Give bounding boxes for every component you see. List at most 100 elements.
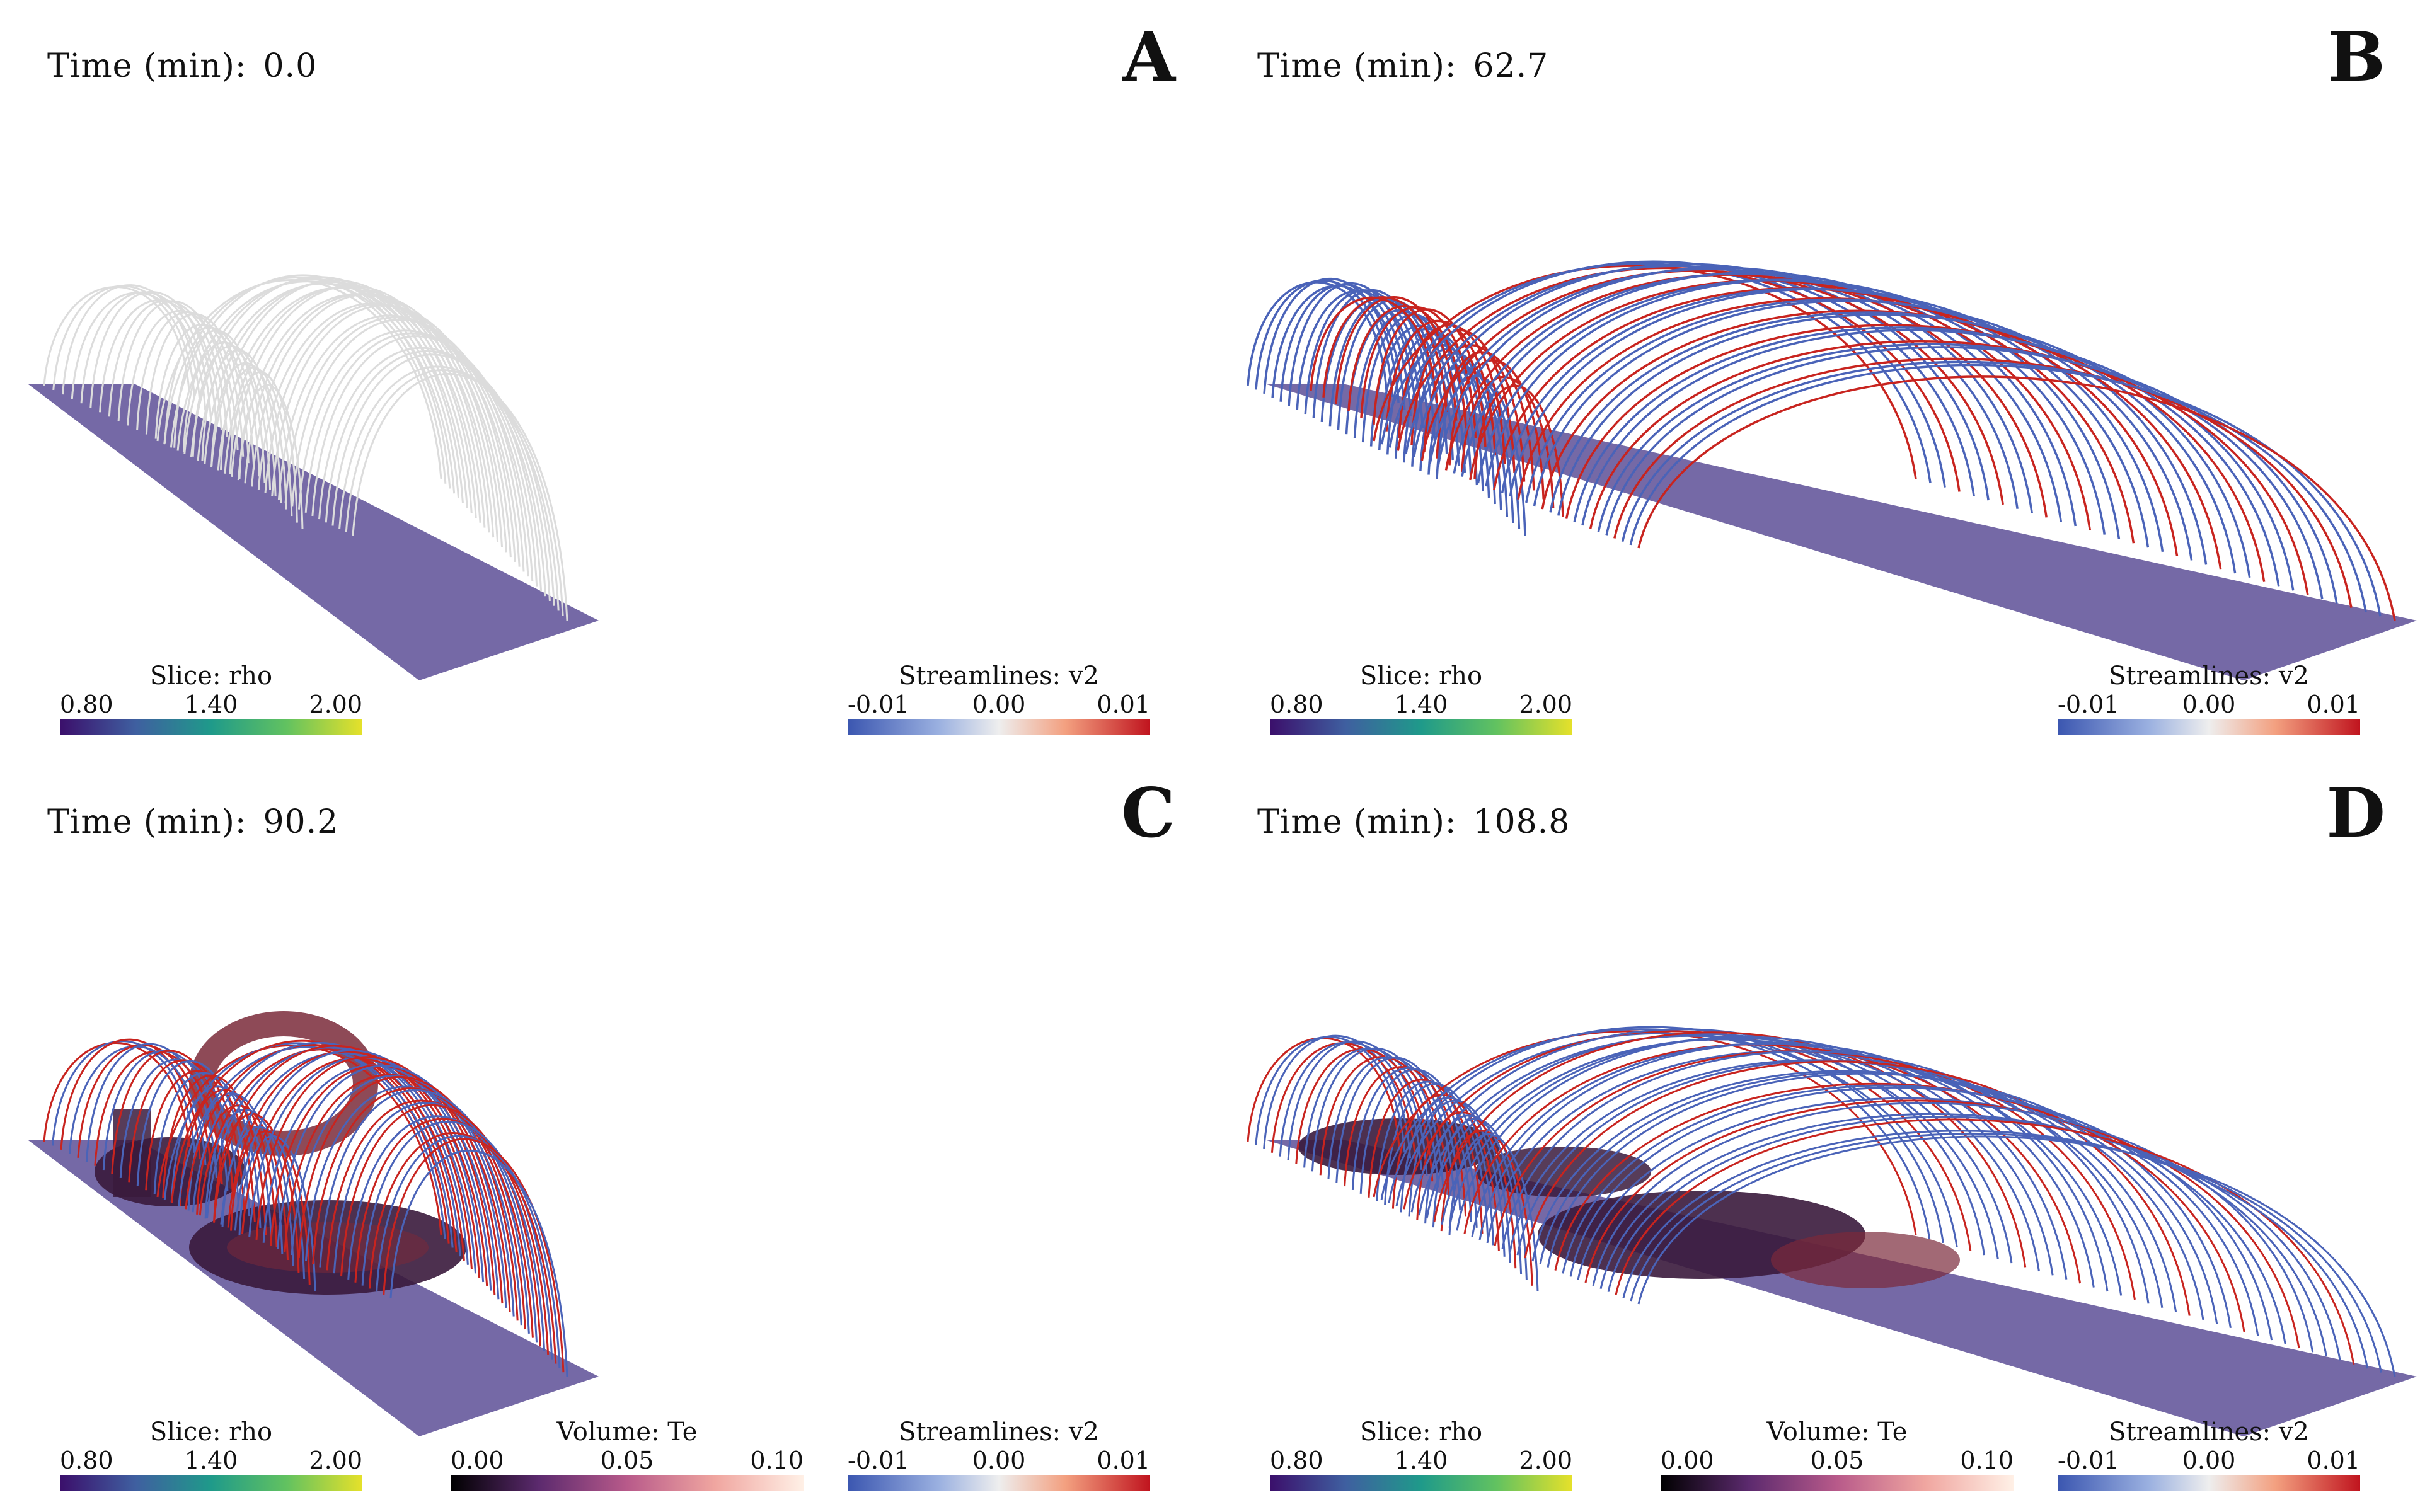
panel-letter: B xyxy=(2327,18,2385,97)
field-line xyxy=(1637,375,2396,621)
field-line xyxy=(325,350,551,602)
field-line xyxy=(352,373,568,621)
tick-max: 2.00 xyxy=(1519,1446,1572,1474)
field-line xyxy=(1539,1071,2218,1324)
field-line xyxy=(1418,1034,1999,1259)
slice-plane xyxy=(1267,1140,2417,1436)
field-line xyxy=(1373,308,1487,447)
colorbar-title: Streamlines: v2 xyxy=(2109,1418,2309,1446)
panel-a: Time (min): 0.0 A Slice: rho 0.80 1.40 2.00… xyxy=(0,0,1210,756)
slice-plane xyxy=(1267,384,2417,680)
colorbar-streamlines: Streamlines: v2 -0.01 0.00 0.01 xyxy=(2058,662,2360,735)
field-line xyxy=(368,1132,557,1364)
field-line xyxy=(1386,331,1490,498)
field-line xyxy=(1615,1118,2355,1365)
field-line xyxy=(1359,1068,1478,1228)
field-line xyxy=(164,326,260,477)
tick-mid: 0.00 xyxy=(972,690,1026,718)
field-line xyxy=(1388,1026,1944,1244)
field-line xyxy=(187,1092,284,1254)
colorbar-title: Slice: rho xyxy=(1359,662,1483,690)
field-line xyxy=(271,304,516,562)
tick-max: 0.10 xyxy=(1960,1446,2014,1474)
colorbar-slice: Slice: rho 0.80 1.40 2.00 xyxy=(1270,662,1572,735)
field-line xyxy=(1473,384,1564,517)
colorbar-gradient xyxy=(848,719,1150,735)
field-line xyxy=(333,1102,538,1343)
field-line xyxy=(318,346,547,597)
field-line xyxy=(1501,1050,2150,1304)
field-lines xyxy=(43,1038,568,1377)
field-line xyxy=(1448,1037,2054,1276)
field-line xyxy=(1549,311,2237,574)
field-line xyxy=(224,285,486,528)
field-line xyxy=(190,276,464,503)
tick-min: 0.00 xyxy=(1661,1446,1714,1474)
tick-max: 0.10 xyxy=(750,1446,804,1474)
tick-max: 2.00 xyxy=(309,690,362,718)
field-line xyxy=(1478,1042,2109,1292)
field-lines xyxy=(1247,260,2396,621)
field-line xyxy=(182,341,272,490)
time-value: 62.7 xyxy=(1473,47,1549,85)
field-line xyxy=(1509,288,2164,553)
tick-min: -0.01 xyxy=(2058,1446,2119,1474)
field-line xyxy=(62,284,201,404)
field-line xyxy=(248,1057,492,1291)
field-line xyxy=(1420,270,2004,505)
field-line xyxy=(170,1085,272,1242)
field-line xyxy=(277,314,521,567)
field-line xyxy=(154,324,255,470)
field-line xyxy=(297,1076,519,1321)
field-line xyxy=(251,293,504,547)
field-line xyxy=(127,309,239,450)
tick-max: 0.01 xyxy=(2307,690,2360,718)
field-line xyxy=(1524,1060,2191,1316)
time-label: Time (min): 62.7 xyxy=(1257,47,1549,85)
field-line xyxy=(1426,1033,2013,1264)
tick-min: 0.80 xyxy=(1270,690,1323,718)
colorbar-gradient xyxy=(1270,719,1572,735)
tick-min: 0.80 xyxy=(60,690,113,718)
tick-min: 0.00 xyxy=(451,1446,504,1474)
tick-min: -0.01 xyxy=(848,1446,909,1474)
time-label: Time (min): 90.2 xyxy=(47,803,339,841)
field-line xyxy=(1562,1084,2259,1336)
time-label: Time (min): 108.8 xyxy=(1257,803,1570,841)
field-line xyxy=(1637,1135,2396,1377)
colorbar-gradient xyxy=(848,1475,1150,1491)
field-line xyxy=(1412,263,1990,501)
field-line xyxy=(319,1089,530,1334)
time-value: 90.2 xyxy=(263,803,339,841)
field-line xyxy=(1263,277,1400,404)
panel-d: Time (min): 108.8 D Slice: rho 0.80 1.40 2.… xyxy=(1210,756,2420,1512)
field-line xyxy=(1565,324,2266,582)
field-line xyxy=(234,1049,485,1283)
field-line xyxy=(1463,1043,2082,1284)
field-line xyxy=(1388,260,1946,488)
field-line xyxy=(220,1051,477,1274)
field-line xyxy=(1335,1057,1461,1211)
colorbar-title: Streamlines: v2 xyxy=(899,662,1099,690)
field-line xyxy=(183,278,460,499)
field-line xyxy=(376,1135,561,1368)
field-line xyxy=(304,332,538,587)
tick-min: 0.80 xyxy=(60,1446,113,1474)
colorbar-title: Volume: Te xyxy=(556,1418,698,1446)
field-line xyxy=(1621,360,2367,612)
field-line xyxy=(338,365,560,611)
field-line xyxy=(1541,309,2222,570)
field-line xyxy=(383,1138,565,1373)
colorbar-streamlines: Streamlines: v2 -0.01 0.00 0.01 xyxy=(2058,1418,2360,1491)
field-line xyxy=(196,1104,289,1261)
field-line xyxy=(199,1048,465,1261)
field-line xyxy=(1557,313,2251,578)
tick-min: -0.01 xyxy=(2058,690,2119,718)
field-line xyxy=(43,1042,190,1147)
colorbar-gradient xyxy=(2058,1475,2360,1491)
field-line xyxy=(1441,1038,2040,1272)
tick-max: 0.01 xyxy=(2307,1446,2360,1474)
panel-letter: D xyxy=(2326,774,2385,853)
field-line xyxy=(1408,1099,1511,1263)
field-line xyxy=(170,274,451,489)
